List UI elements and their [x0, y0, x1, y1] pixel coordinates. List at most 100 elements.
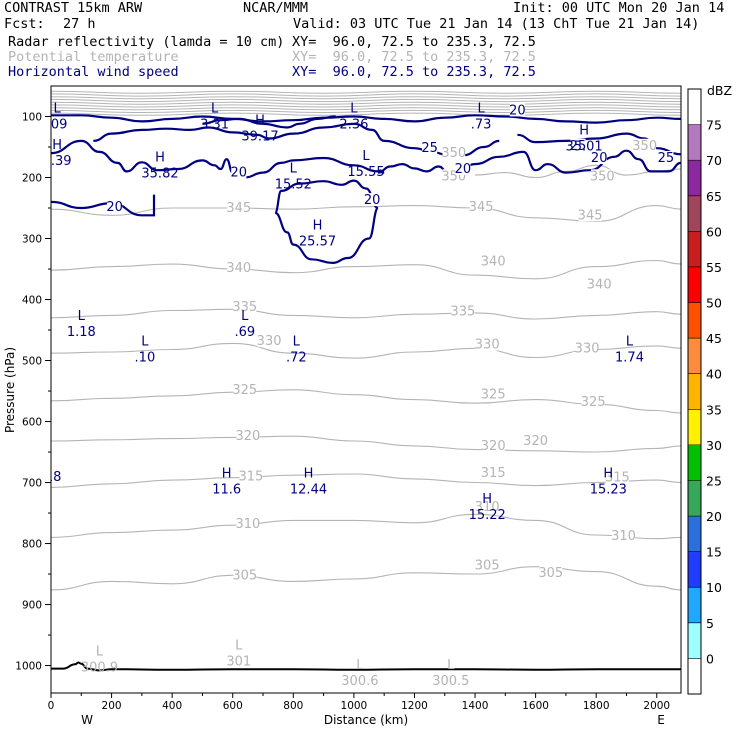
extremum-value: :18 [41, 470, 62, 485]
theta-label: 335 [450, 305, 475, 320]
theta-band-line [51, 112, 681, 116]
colorbar-label: 40 [706, 367, 722, 382]
wind-label-bg [455, 162, 471, 175]
wind-label: 20 [591, 151, 608, 166]
theta-label: 350 [441, 146, 466, 161]
y-tick-label: 700 [22, 478, 42, 490]
theta-label: 310 [235, 517, 260, 532]
wind-label: 20 [455, 162, 472, 177]
x-tick-label: 600 [223, 700, 243, 712]
field-name-wind: Horizontal wind speed [8, 64, 179, 80]
theta-label: 330 [475, 338, 500, 353]
colorbar-swatch [688, 480, 701, 517]
extremum-marker: L [53, 102, 61, 117]
extremum-value: 1.74 [615, 351, 644, 366]
x-tick-label: 400 [162, 700, 182, 712]
theta-label: 315 [605, 471, 630, 486]
colorbar-label: 20 [706, 509, 722, 524]
wind-label: 20 [106, 200, 123, 215]
extremum-marker: L [78, 309, 86, 324]
init-time: Init: 00 UTC Mon 20 Jan 14 [513, 0, 725, 16]
colorbar-label: 0 [706, 651, 714, 666]
theta-label: 330 [257, 334, 282, 349]
extremum-value: .72 [286, 351, 307, 366]
colorbar-label: 10 [706, 580, 722, 595]
y-tick-label: 400 [22, 295, 42, 307]
forecast-hours: 27 h [63, 16, 96, 32]
theta-label: 325 [481, 388, 506, 403]
theta-label-bg [606, 470, 629, 484]
plot-frame [50, 85, 682, 694]
theta-label-bg [539, 565, 563, 579]
extremum-marker: L [290, 161, 298, 176]
colorbar-label: 50 [706, 296, 722, 311]
extremum-marker: L [350, 102, 358, 117]
colorbar-label: 45 [706, 331, 722, 346]
extremum-marker: H [482, 492, 492, 507]
x-tick-label: 1200 [401, 700, 428, 712]
theta-contour-315 [51, 473, 681, 488]
colorbar-swatch [688, 89, 701, 125]
extremum-marker: L [293, 335, 301, 350]
theta-label-bg [575, 341, 599, 355]
theta-contour-320 [51, 435, 681, 453]
theta-label-bg [475, 337, 499, 351]
colorbar-swatch [688, 373, 701, 410]
extremum-marker: L [211, 102, 219, 117]
extremum-value: 300.6 [341, 674, 378, 689]
theta-label-bg [481, 465, 505, 479]
extremum-marker: H [579, 124, 589, 139]
theta-label-bg [481, 438, 505, 452]
colorbar-swatch [688, 551, 701, 588]
wind-label-bg [509, 103, 525, 117]
valid-time: Valid: 03 UTC Tue 21 Jan 14 (13 ChT Tue … [293, 16, 700, 32]
colorbar-swatch [688, 266, 701, 303]
theta-label-bg [233, 382, 257, 396]
east-label: E [657, 713, 665, 727]
theta-label: 340 [226, 261, 251, 276]
theta-label-bg [469, 199, 493, 213]
theta-label: 305 [232, 568, 257, 583]
theta-label-bg [227, 260, 251, 274]
wind-label-bg [364, 193, 380, 207]
extremum-marker: L [241, 309, 249, 324]
theta-label: 340 [481, 255, 506, 270]
y-tick-label: 800 [22, 539, 42, 551]
colorbar: 0 5 10 15 20 25 30 35 40 45 50 55 60 65 70 75 [687, 88, 722, 695]
terrain-line [51, 661, 681, 672]
colorbar-swatch [688, 195, 701, 232]
wind-label: 25 [658, 151, 675, 166]
theta-label: 335 [232, 300, 257, 315]
y-tick-label: 600 [22, 417, 42, 429]
theta-label: 325 [581, 395, 606, 410]
theta-label-bg [481, 387, 505, 401]
contour-labels: 345 345 345 340 340 340 335 335 330 330 330 325 325 3… [41, 102, 675, 689]
theta-label-bg [475, 558, 499, 572]
x-tick-label: 2000 [643, 700, 670, 712]
theta-label: 345 [226, 201, 251, 216]
theta-label-bg [590, 169, 614, 183]
colorbar-swatch [688, 124, 701, 161]
colorbar-frame [687, 88, 702, 695]
colorbar-label: 55 [706, 260, 722, 275]
theta-label: 320 [481, 439, 506, 454]
wind-label: 25 [570, 139, 587, 154]
theta-contour-310 [51, 513, 681, 540]
wind-label: 20 [231, 166, 248, 181]
wind-contour-30 [202, 115, 336, 129]
y-axis-label: Pressure (hPa) [3, 347, 17, 433]
x-tick-label: 1600 [522, 700, 549, 712]
field-name-reflectivity: Radar reflectivity (lamda = 10 cm) [8, 34, 285, 50]
colorbar-label: 5 [706, 616, 714, 631]
x-tick-label: 1400 [462, 700, 489, 712]
extremum-marker: L [447, 658, 455, 673]
theta-band-line [51, 96, 681, 100]
wind-contour-30 [51, 114, 681, 124]
extremum-marker: H [304, 466, 314, 481]
extremum-marker: H [603, 466, 613, 481]
colorbar-swatch [688, 338, 701, 375]
wind-label-bg [591, 151, 607, 164]
theta-label: 345 [578, 208, 603, 223]
colorbar-swatch [688, 516, 701, 553]
